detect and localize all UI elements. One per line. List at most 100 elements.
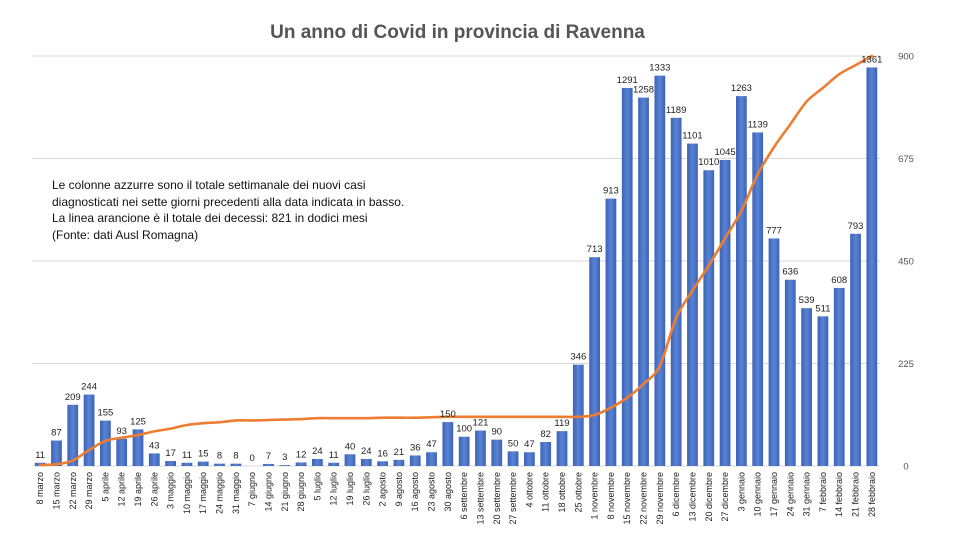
x-tick-label: 27 settembre bbox=[508, 472, 518, 525]
bar-value-label: 8 bbox=[217, 451, 222, 462]
bar-5-luglio bbox=[312, 458, 323, 466]
chart-annotation: Le colonne azzurre sono il totale settim… bbox=[52, 177, 404, 243]
x-tick-label: 26 aprile bbox=[149, 472, 159, 507]
bar-28-febbraio bbox=[866, 67, 878, 467]
bar-value-label: 1291 bbox=[617, 75, 638, 86]
x-tick-label: 5 luglio bbox=[312, 472, 322, 501]
bar-value-label: 21 bbox=[394, 447, 405, 458]
x-tick-label: 20 settembre bbox=[492, 472, 502, 525]
x-tick-label: 23 agosto bbox=[427, 472, 437, 512]
bar-value-label: 0 bbox=[250, 453, 255, 464]
bar-value-label: 43 bbox=[149, 440, 160, 451]
bar-value-label: 1101 bbox=[682, 131, 702, 142]
bar-19-aprile bbox=[132, 429, 144, 466]
x-tick-label: 15 novembre bbox=[622, 472, 632, 525]
bar-29-novembre bbox=[654, 75, 666, 466]
bar-value-label: 47 bbox=[524, 439, 535, 450]
x-tick-label: 14 giugno bbox=[263, 472, 273, 512]
y-axis-ticks: 0 225 450 675 900 bbox=[898, 52, 914, 473]
bar-value-label: 50 bbox=[508, 438, 519, 449]
bar-13-settembre bbox=[475, 430, 486, 466]
x-tick-label: 20 dicembre bbox=[704, 472, 714, 522]
x-tick-label: 3 gennaio bbox=[736, 472, 746, 512]
bar-value-label: 82 bbox=[540, 429, 551, 440]
bar-31-maggio bbox=[230, 463, 242, 466]
bar-value-label: 24 bbox=[312, 446, 323, 457]
bar-12-luglio bbox=[328, 462, 340, 466]
x-tick-label: 9 agosto bbox=[394, 472, 404, 507]
bar-value-label: 7 bbox=[266, 451, 271, 462]
x-tick-label: 11 ottobre bbox=[541, 472, 551, 512]
bar-19-luglio bbox=[344, 454, 356, 466]
x-tick-label: 1 novembre bbox=[590, 472, 600, 520]
x-tick-label: 13 dicembre bbox=[687, 472, 697, 522]
bar-18-ottobre bbox=[556, 431, 568, 466]
bar-value-label: 1263 bbox=[731, 83, 752, 94]
bar-value-label: 93 bbox=[116, 426, 127, 437]
x-tick-label: 7 giugno bbox=[247, 472, 257, 507]
bar-value-label: 1189 bbox=[666, 105, 686, 116]
bar-value-label: 24 bbox=[361, 446, 372, 457]
bar-value-label: 713 bbox=[587, 244, 603, 255]
x-tick-label: 22 marzo bbox=[68, 472, 78, 510]
bar-value-label: 47 bbox=[426, 439, 437, 450]
bar-17-gennaio bbox=[768, 238, 780, 466]
x-tick-label: 25 ottobre bbox=[573, 472, 583, 513]
bar-10-maggio bbox=[181, 462, 193, 466]
bar-16-agosto bbox=[409, 455, 421, 466]
x-tick-label: 29 novembre bbox=[655, 472, 665, 525]
x-tick-label: 28 febbraio bbox=[867, 472, 877, 517]
bar-value-label: 3 bbox=[282, 452, 287, 463]
x-tick-label: 5 aprile bbox=[100, 472, 110, 502]
bar-11-ottobre bbox=[540, 441, 552, 466]
bar-value-label: 12 bbox=[296, 449, 307, 460]
bar-4-ottobre bbox=[524, 452, 535, 466]
x-tick-label: 6 settembre bbox=[459, 472, 469, 520]
x-tick-label: 17 gennaio bbox=[769, 472, 779, 517]
x-tick-label: 12 aprile bbox=[117, 472, 127, 507]
bar-12-aprile bbox=[116, 438, 128, 466]
bar-20-dicembre bbox=[703, 170, 715, 466]
chart-title: Un anno di Covid in provincia di Ravenna bbox=[270, 22, 645, 43]
bar-value-label: 1045 bbox=[715, 147, 736, 158]
bar-27-dicembre bbox=[719, 159, 731, 466]
bar-27-settembre bbox=[507, 451, 519, 466]
bar-value-label: 913 bbox=[603, 186, 619, 197]
bar-14-febbraio bbox=[833, 287, 845, 466]
deaths-line bbox=[38, 54, 874, 467]
x-tick-label: 15 marzo bbox=[51, 472, 61, 510]
bar-9-agosto bbox=[393, 459, 405, 466]
bar-21-febbraio bbox=[850, 233, 861, 466]
bar-value-label: 244 bbox=[81, 382, 97, 393]
x-tick-label: 21 febbraio bbox=[851, 472, 861, 517]
annotation-line-2: diagnosticati nei sette giorni precedent… bbox=[52, 194, 405, 209]
bar-15-marzo bbox=[51, 440, 62, 466]
bar-31-gennaio bbox=[801, 308, 812, 466]
bar-value-label: 155 bbox=[97, 408, 113, 419]
bar-21-giugno bbox=[279, 465, 291, 466]
bar-value-label: 608 bbox=[831, 275, 847, 286]
x-tick-label: 24 gennaio bbox=[785, 472, 795, 517]
bar-value-label: 17 bbox=[165, 448, 176, 459]
x-tick-label: 10 maggio bbox=[182, 472, 192, 514]
bar-value-label: 100 bbox=[456, 424, 472, 435]
bar-20-settembre bbox=[491, 439, 503, 466]
bar-value-label: 209 bbox=[65, 392, 81, 403]
x-tick-label: 19 luglio bbox=[345, 472, 355, 506]
bar-value-label: 121 bbox=[473, 418, 489, 429]
annotation-line-3: La linea arancione è il totale dei deces… bbox=[52, 211, 368, 225]
bar-10-gennaio bbox=[752, 132, 764, 466]
x-tick-label: 27 dicembre bbox=[720, 472, 730, 522]
bar-value-label: 636 bbox=[782, 267, 798, 278]
x-tick-label: 21 giugno bbox=[280, 472, 290, 512]
x-tick-label: 6 dicembre bbox=[671, 472, 681, 517]
bar-13-dicembre bbox=[687, 143, 698, 467]
x-tick-label: 28 giugno bbox=[296, 472, 306, 512]
y-tick-label: 675 bbox=[898, 154, 914, 165]
x-tick-label: 4 ottobre bbox=[524, 472, 534, 508]
x-tick-label: 24 maggio bbox=[215, 472, 225, 514]
bar-value-label: 1361 bbox=[861, 54, 882, 65]
bar-2-agosto bbox=[377, 461, 388, 466]
y-tick-label: 900 bbox=[898, 52, 914, 63]
